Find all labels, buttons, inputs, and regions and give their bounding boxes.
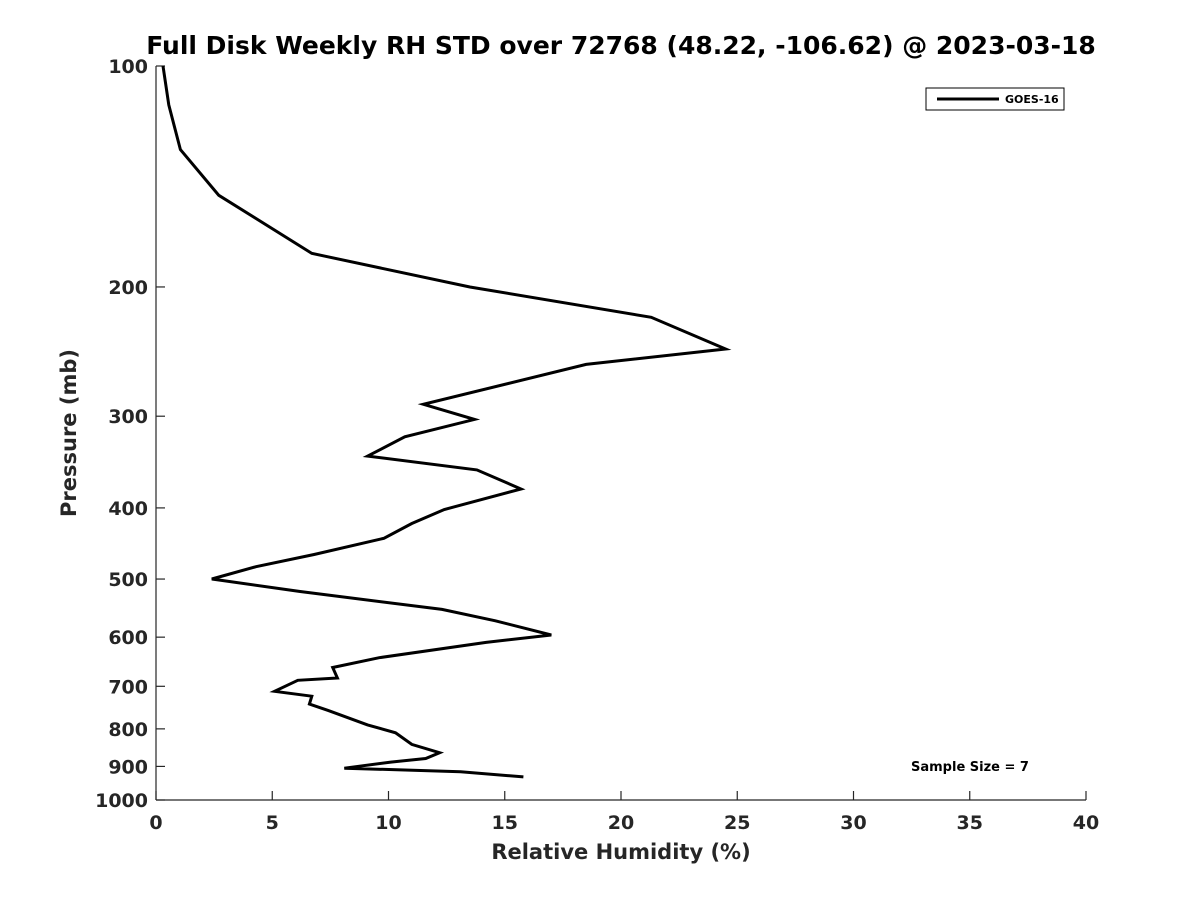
x-tick-label: 10 (375, 812, 401, 834)
y-tick-label: 800 (108, 719, 148, 741)
sample-size-annotation: Sample Size = 7 (911, 760, 1029, 775)
y-tick-label: 1000 (95, 790, 148, 812)
chart-title: Full Disk Weekly RH STD over 72768 (48.2… (146, 31, 1096, 60)
x-tick-label: 40 (1073, 812, 1099, 834)
y-tick-label: 300 (108, 406, 148, 428)
series-layer (161, 65, 732, 779)
x-tick-label: 15 (492, 812, 518, 834)
x-axis-label: Relative Humidity (%) (491, 840, 750, 864)
x-tick-label: 25 (724, 812, 750, 834)
x-tick-label: 20 (608, 812, 634, 834)
legend: GOES-16 (925, 87, 1065, 111)
x-axis-ticks: 0 5 10 15 20 25 30 35 40 (149, 791, 1099, 834)
y-tick-label: 600 (108, 627, 148, 649)
x-tick-label: 0 (149, 812, 162, 834)
y-tick-label: 400 (108, 498, 148, 520)
y-tick-label: 200 (108, 277, 148, 299)
x-tick-label: 5 (266, 812, 279, 834)
series-line-goes-16 (161, 65, 732, 779)
y-tick-label: 500 (108, 569, 148, 591)
y-tick-label: 700 (108, 676, 148, 698)
plot-area: 0 5 10 15 20 25 30 35 40 100 200 300 400 500 600 700 80… (95, 56, 1099, 834)
y-tick-label: 900 (108, 756, 148, 778)
legend-label: GOES-16 (1005, 93, 1059, 106)
y-axis-label: Pressure (mb) (57, 349, 81, 517)
x-tick-label: 30 (840, 812, 866, 834)
y-tick-label: 100 (108, 56, 148, 78)
y-axis-ticks: 100 200 300 400 500 600 700 800 900 1000 (95, 56, 165, 812)
x-tick-label: 35 (957, 812, 983, 834)
